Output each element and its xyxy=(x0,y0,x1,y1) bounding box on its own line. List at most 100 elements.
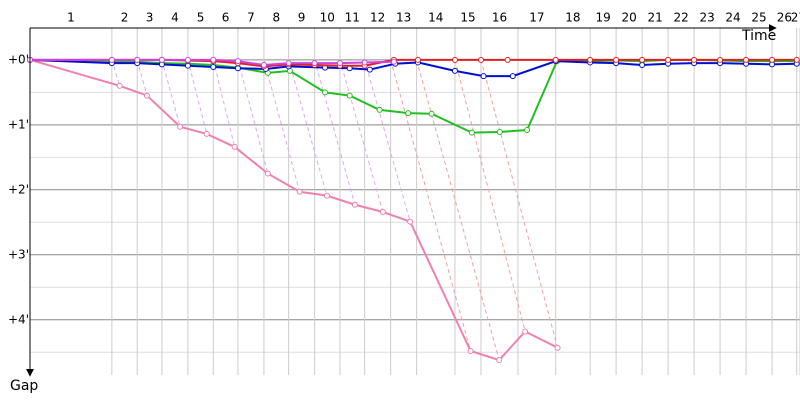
point xyxy=(552,56,559,63)
point xyxy=(210,63,217,70)
point xyxy=(116,82,123,89)
point xyxy=(691,56,698,63)
lap-label: 25 xyxy=(751,11,766,25)
lap-connector xyxy=(480,59,559,348)
y-tick-label: +3' xyxy=(8,247,29,261)
series xyxy=(27,56,800,364)
point xyxy=(743,56,750,63)
point xyxy=(336,60,343,67)
lap-connector xyxy=(314,59,356,205)
lap-connector xyxy=(212,59,236,148)
point xyxy=(554,344,561,351)
point xyxy=(496,357,503,364)
x-axis-label: Time xyxy=(741,28,776,44)
lap-label: 17 xyxy=(529,11,544,25)
point xyxy=(184,56,191,63)
lap-label: 9 xyxy=(298,11,306,25)
point xyxy=(184,62,191,69)
lap-label: 21 xyxy=(647,11,662,25)
point xyxy=(717,56,724,63)
point xyxy=(351,201,358,208)
point xyxy=(296,188,303,195)
lap-label: 3 xyxy=(146,11,154,25)
lap-label: 1 xyxy=(67,11,75,25)
point xyxy=(468,129,475,136)
lap-label: 14 xyxy=(428,11,443,25)
point xyxy=(793,56,800,63)
lap-label: 8 xyxy=(272,11,280,25)
point xyxy=(285,60,292,67)
y-tick-label: +2' xyxy=(8,182,29,196)
point xyxy=(346,92,353,99)
y-tick-label: +0' xyxy=(8,52,29,66)
series-line xyxy=(29,58,559,362)
point xyxy=(613,56,620,63)
lap-connector xyxy=(416,59,500,361)
point xyxy=(108,56,115,63)
point xyxy=(522,328,529,335)
lap-label: 10 xyxy=(320,11,335,25)
lap-label: 23 xyxy=(699,11,714,25)
lap-label: 16 xyxy=(492,11,507,25)
point xyxy=(322,89,329,96)
lap-connector xyxy=(187,59,208,135)
point xyxy=(639,56,646,63)
lap-connector xyxy=(161,59,181,127)
point xyxy=(414,56,421,63)
lap-label: 12 xyxy=(370,11,385,25)
point xyxy=(639,62,646,69)
lap-label: 15 xyxy=(460,11,475,25)
point xyxy=(390,58,397,65)
point xyxy=(496,128,503,135)
point xyxy=(143,92,150,99)
lap-label: 24 xyxy=(725,11,740,25)
point xyxy=(158,56,165,63)
point xyxy=(234,65,241,72)
lap-connector xyxy=(136,59,148,96)
grid xyxy=(30,28,800,375)
point xyxy=(769,56,776,63)
point xyxy=(260,62,267,69)
lap-label: 2 xyxy=(121,11,129,25)
point xyxy=(361,59,368,66)
lap-connectors xyxy=(111,59,559,361)
lap-connector xyxy=(237,59,269,174)
lap-label: 13 xyxy=(396,11,411,25)
lap-connector xyxy=(263,59,301,192)
lap-label: 11 xyxy=(345,11,360,25)
y-axis-label: Gap xyxy=(10,378,38,394)
point xyxy=(366,66,373,73)
lap-connector xyxy=(390,59,472,352)
point xyxy=(524,127,531,134)
lap-label: 18 xyxy=(565,11,580,25)
point xyxy=(451,56,458,63)
lap-label: 4 xyxy=(171,11,179,25)
point xyxy=(379,208,386,215)
lap-label: 20 xyxy=(621,11,636,25)
point xyxy=(234,58,241,65)
point xyxy=(665,56,672,63)
lap-label: 7 xyxy=(247,11,255,25)
point xyxy=(428,110,435,117)
lap-label: 19 xyxy=(595,11,610,25)
point xyxy=(323,192,330,199)
lap-label: 5 xyxy=(197,11,205,25)
lap-connector xyxy=(111,59,121,86)
point xyxy=(231,143,238,150)
point xyxy=(509,73,516,80)
y-tick-label: +4' xyxy=(8,312,29,326)
point xyxy=(177,123,184,130)
lap-label: 26 xyxy=(777,11,792,25)
point xyxy=(451,67,458,74)
point xyxy=(480,73,487,80)
point xyxy=(407,218,414,225)
point xyxy=(405,110,412,117)
lap-label: 27 xyxy=(791,11,800,25)
point xyxy=(477,56,484,63)
point xyxy=(134,56,141,63)
lap-label: 6 xyxy=(222,11,230,25)
point xyxy=(264,170,271,177)
lap-connector xyxy=(339,59,384,213)
